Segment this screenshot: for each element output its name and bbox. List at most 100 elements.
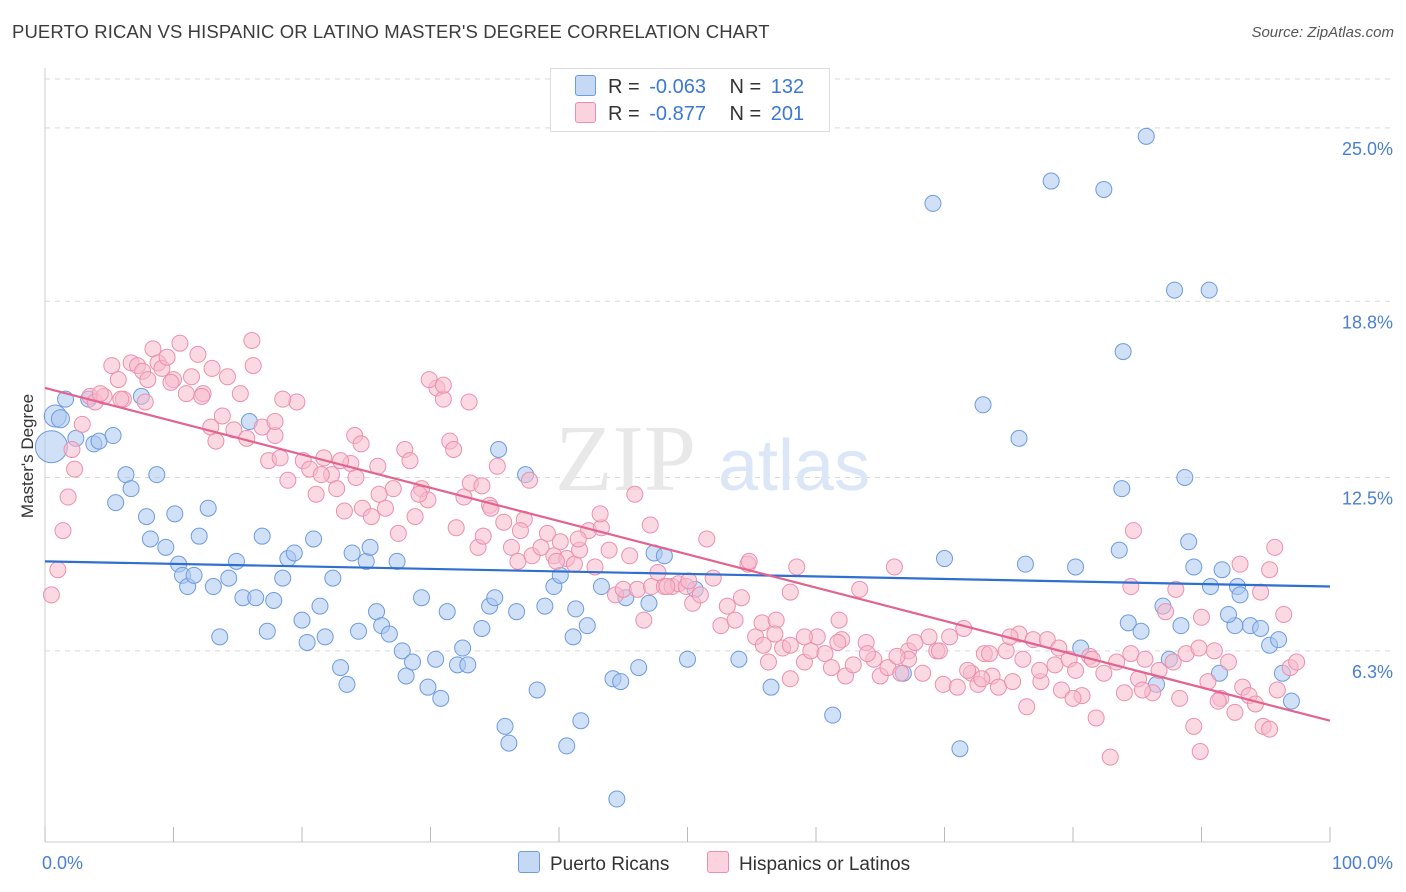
point-hispanic [1101,748,1119,766]
point-puerto-rican [1010,429,1028,447]
point-puerto-rican [397,667,415,685]
point-hispanic [1205,642,1223,660]
point-puerto-rican [419,678,437,696]
point-puerto-rican [438,603,456,621]
point-puerto-rican [90,432,108,450]
point-puerto-rican [380,625,398,643]
point-hispanic [997,642,1015,660]
point-hispanic [1122,645,1140,663]
point-puerto-rican [578,617,596,635]
point-puerto-rican [1201,578,1219,596]
point-hispanic [600,541,618,559]
point-hispanic [658,578,676,596]
point-puerto-rican [730,650,748,668]
point-hispanic [1226,703,1244,721]
trend-line-puerto-ricans [44,560,1331,588]
point-puerto-rican [332,659,350,677]
point-hispanic [434,376,452,394]
point-hispanic [1164,653,1182,671]
watermark-zip: ZIP [555,407,696,511]
point-hispanic [712,617,730,635]
point-hispanic [266,413,284,431]
point-hispanic [495,513,513,531]
point-puerto-rican [567,600,585,618]
point-hispanic [447,519,465,537]
point-puerto-rican [404,653,422,671]
bottom-legend-swatch-blue [518,851,540,873]
point-puerto-rican [274,569,292,587]
point-hispanic [858,645,876,663]
point-puerto-rican [1180,533,1198,551]
point-hispanic [830,611,848,629]
point-puerto-rican [338,675,356,693]
point-hispanic [628,580,646,598]
chart-title: PUERTO RICAN VS HISPANIC OR LATINO MASTE… [12,21,770,42]
point-hispanic [377,499,395,517]
point-hispanic [989,678,1007,696]
point-puerto-rican [1252,619,1270,637]
point-hispanic [288,393,306,411]
point-puerto-rican [936,550,953,568]
point-hispanic [547,552,565,570]
point-hispanic [474,527,492,545]
point-hispanic [231,385,249,403]
point-puerto-rican [122,480,140,498]
point-hispanic [781,583,799,601]
point-puerto-rican [1132,622,1150,640]
legend-r-value: -0.877 [649,103,706,125]
point-hispanic [59,488,77,506]
point-hispanic [980,645,998,663]
correlation-legend: R = -0.063 N = 132 R = -0.877 N = 201 [550,68,830,132]
point-hispanic [621,547,639,565]
point-puerto-rican [564,628,582,646]
legend-swatch-pink [575,102,596,123]
y-tick-labels: 6.3% 12.5% 18.8% 25.0% [1342,139,1393,682]
x-tick-label-start: 0.0% [42,853,83,873]
point-puerto-rican [343,544,361,562]
point-hispanic [352,435,370,453]
point-puerto-rican [293,611,311,629]
point-puerto-rican [34,430,68,464]
point-hispanic [1124,522,1142,540]
point-hispanic [1275,605,1293,623]
point-hispanic [941,628,959,646]
point-hispanic [401,452,419,470]
point-hispanic [704,569,722,587]
point-hispanic [635,611,653,629]
point-puerto-rican [1110,541,1128,559]
point-hispanic [641,516,659,534]
point-hispanic [406,508,424,526]
point-hispanic [1261,561,1279,579]
point-hispanic [66,460,84,478]
point-hispanic [511,522,529,540]
y-tick-label: 25.0% [1342,139,1393,159]
point-hispanic [1193,608,1210,626]
point-hispanic [162,373,180,391]
bottom-legend-label: Hispanics or Latinos [739,854,911,875]
point-hispanic [844,656,862,674]
point-hispanic [906,633,924,651]
point-hispanic [732,589,750,607]
point-puerto-rican [1137,127,1155,145]
point-puerto-rican [311,597,329,615]
point-puerto-rican [413,589,431,607]
point-puerto-rican [427,650,445,668]
point-hispanic [171,334,189,352]
point-hispanic [1252,583,1270,601]
point-hispanic [1018,698,1036,716]
point-hispanic [520,471,538,489]
point-puerto-rican [138,508,156,526]
point-puerto-rican [630,659,648,677]
point-hispanic [934,675,952,693]
point-hispanic [91,385,109,403]
point-puerto-rican [148,466,166,484]
point-puerto-rican [1067,558,1085,576]
point-hispanic [207,432,225,450]
point-hispanic [502,538,520,556]
point-hispanic [328,480,346,498]
point-puerto-rican [393,642,411,660]
point-puerto-rican [220,569,238,587]
point-puerto-rican [762,678,780,696]
point-puerto-rican [608,790,626,808]
